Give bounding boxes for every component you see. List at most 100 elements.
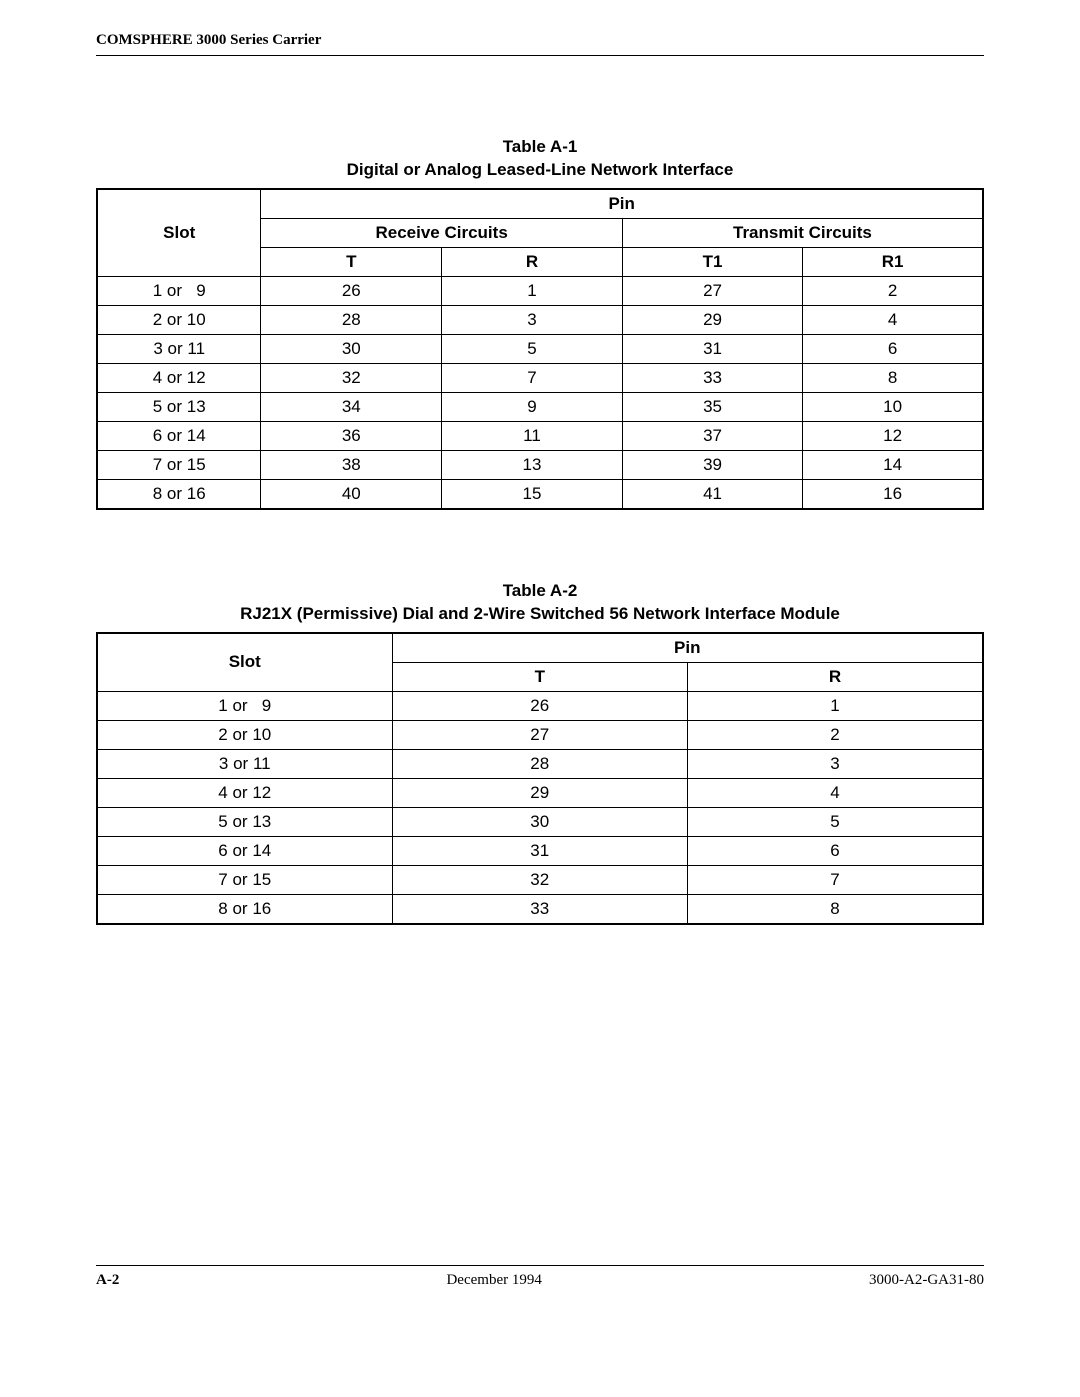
cell: 8: [803, 363, 983, 392]
th2-R: R: [688, 662, 984, 691]
cell: 30: [261, 334, 442, 363]
table-row: 6 or 14316: [97, 836, 983, 865]
cell: 4: [803, 305, 983, 334]
cell: 3: [688, 749, 984, 778]
cell: 26: [392, 691, 687, 720]
th-transmit: Transmit Circuits: [622, 218, 983, 247]
table-a2-caption: Table A-2 RJ21X (Permissive) Dial and 2-…: [96, 580, 984, 626]
cell: 6 or 14: [97, 836, 392, 865]
table-a2: Slot Pin T R 1 or 92612 or 102723 or 112…: [96, 632, 984, 925]
cell: 8 or 16: [97, 479, 261, 509]
table-row: 4 or 12327338: [97, 363, 983, 392]
th-T1: T1: [622, 247, 802, 276]
page-footer: A-2 December 1994 3000-A2-GA31-80: [96, 1265, 984, 1289]
th-receive: Receive Circuits: [261, 218, 622, 247]
table-row: 3 or 11283: [97, 749, 983, 778]
table-row: 6 or 1436113712: [97, 421, 983, 450]
table-row: 2 or 10272: [97, 720, 983, 749]
cell: 2: [688, 720, 984, 749]
th-R: R: [442, 247, 623, 276]
cell: 1: [442, 276, 623, 305]
table-a1: Slot Pin Receive Circuits Transmit Circu…: [96, 188, 984, 510]
cell: 2 or 10: [97, 720, 392, 749]
cell: 2: [803, 276, 983, 305]
cell: 30: [392, 807, 687, 836]
table-row: 1 or 9261272: [97, 276, 983, 305]
cell: 4: [688, 778, 984, 807]
cell: 31: [392, 836, 687, 865]
table-row: 1 or 9261: [97, 691, 983, 720]
cell: 34: [261, 392, 442, 421]
th-pin: Pin: [261, 189, 983, 219]
cell: 15: [442, 479, 623, 509]
th2-pin: Pin: [392, 633, 983, 663]
table-a1-caption-line2: Digital or Analog Leased-Line Network In…: [347, 160, 734, 179]
th-slot: Slot: [97, 189, 261, 277]
cell: 7: [442, 363, 623, 392]
cell: 1 or 9: [97, 276, 261, 305]
table-row: 3 or 11305316: [97, 334, 983, 363]
cell: 29: [622, 305, 802, 334]
cell: 5: [442, 334, 623, 363]
cell: 26: [261, 276, 442, 305]
cell: 12: [803, 421, 983, 450]
th-T: T: [261, 247, 442, 276]
cell: 8 or 16: [97, 894, 392, 924]
cell: 2 or 10: [97, 305, 261, 334]
table-a2-caption-line2: RJ21X (Permissive) Dial and 2-Wire Switc…: [240, 604, 840, 623]
table-a1-caption-line1: Table A-1: [503, 137, 578, 156]
table-row: 8 or 16338: [97, 894, 983, 924]
cell: 9: [442, 392, 623, 421]
cell: 7 or 15: [97, 450, 261, 479]
cell: 41: [622, 479, 802, 509]
table-row: 5 or 13305: [97, 807, 983, 836]
table-row: 2 or 10283294: [97, 305, 983, 334]
cell: 32: [392, 865, 687, 894]
cell: 32: [261, 363, 442, 392]
th2-slot: Slot: [97, 633, 392, 692]
cell: 28: [392, 749, 687, 778]
table-a2-caption-line1: Table A-2: [503, 581, 578, 600]
cell: 6: [688, 836, 984, 865]
cell: 37: [622, 421, 802, 450]
cell: 1: [688, 691, 984, 720]
cell: 33: [622, 363, 802, 392]
cell: 13: [442, 450, 623, 479]
table-row: 7 or 1538133914: [97, 450, 983, 479]
cell: 5 or 13: [97, 392, 261, 421]
cell: 39: [622, 450, 802, 479]
table-row: 4 or 12294: [97, 778, 983, 807]
cell: 11: [442, 421, 623, 450]
cell: 8: [688, 894, 984, 924]
cell: 38: [261, 450, 442, 479]
footer-page-number: A-2: [96, 1272, 119, 1289]
cell: 36: [261, 421, 442, 450]
table-row: 5 or 133493510: [97, 392, 983, 421]
cell: 16: [803, 479, 983, 509]
cell: 6 or 14: [97, 421, 261, 450]
cell: 10: [803, 392, 983, 421]
th2-T: T: [392, 662, 687, 691]
footer-date: December 1994: [119, 1272, 869, 1289]
cell: 3: [442, 305, 623, 334]
footer-doc-number: 3000-A2-GA31-80: [869, 1272, 984, 1289]
table-row: 8 or 1640154116: [97, 479, 983, 509]
cell: 35: [622, 392, 802, 421]
cell: 6: [803, 334, 983, 363]
cell: 40: [261, 479, 442, 509]
cell: 4 or 12: [97, 778, 392, 807]
cell: 28: [261, 305, 442, 334]
cell: 4 or 12: [97, 363, 261, 392]
cell: 3 or 11: [97, 334, 261, 363]
cell: 27: [622, 276, 802, 305]
running-header: COMSPHERE 3000 Series Carrier: [96, 32, 984, 56]
cell: 1 or 9: [97, 691, 392, 720]
cell: 5 or 13: [97, 807, 392, 836]
cell: 7 or 15: [97, 865, 392, 894]
cell: 3 or 11: [97, 749, 392, 778]
cell: 29: [392, 778, 687, 807]
cell: 7: [688, 865, 984, 894]
cell: 14: [803, 450, 983, 479]
cell: 27: [392, 720, 687, 749]
cell: 33: [392, 894, 687, 924]
